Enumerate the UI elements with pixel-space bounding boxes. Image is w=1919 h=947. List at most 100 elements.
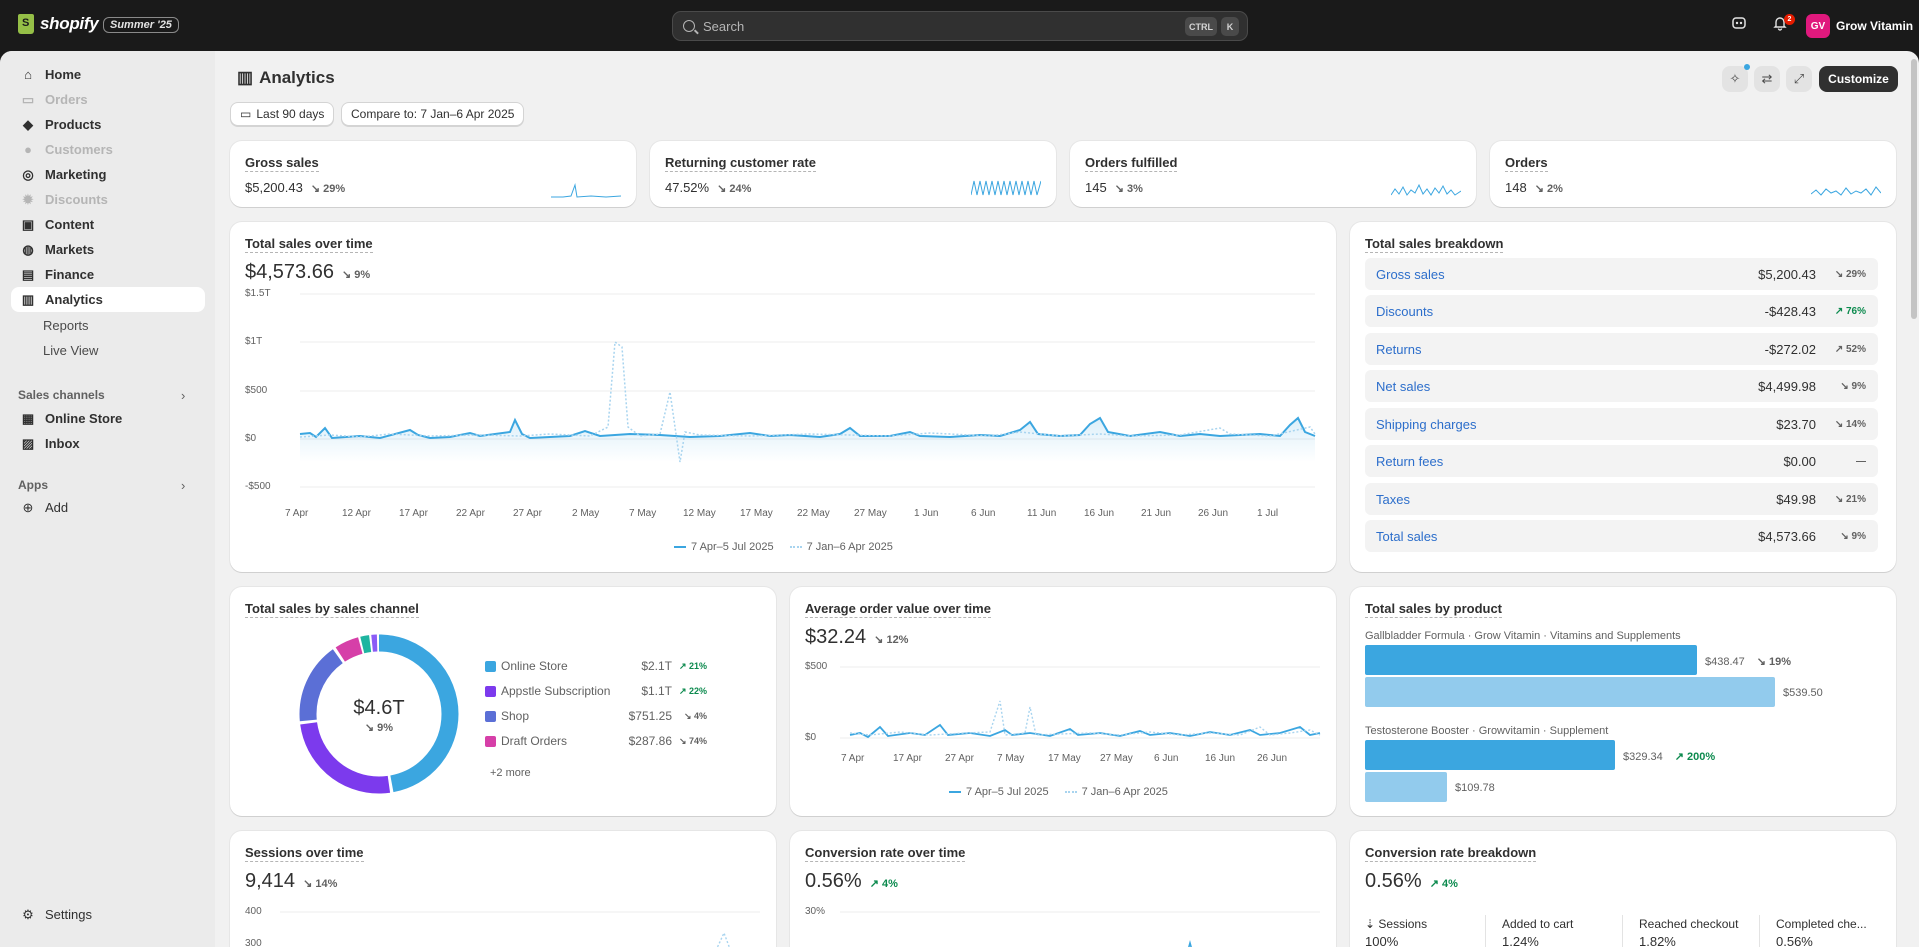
sidebar-item-inbox[interactable]: ▨ Inbox: [21, 435, 80, 452]
sidebar-item-marketing[interactable]: ◎ Marketing: [22, 166, 107, 183]
channel-row-draft-orders[interactable]: Draft Orders $287.86 ↘ 74%: [485, 734, 707, 748]
bar-current[interactable]: [1365, 740, 1615, 770]
customize-button[interactable]: Customize: [1819, 66, 1898, 92]
row-label: Return fees: [1376, 453, 1444, 469]
edition-badge[interactable]: Summer '25: [103, 17, 179, 33]
inbox-icon: ▨: [21, 435, 35, 451]
sidebar-item-finance[interactable]: ▤ Finance: [21, 266, 95, 283]
avatar[interactable]: GV: [1806, 14, 1830, 38]
search-input[interactable]: Search CTRL K: [672, 11, 1248, 41]
sidebar-item-markets[interactable]: ◍ Markets: [22, 241, 95, 258]
legend-current[interactable]: 7 Apr–5 Jul 2025: [674, 541, 774, 553]
legend-swatch: [949, 791, 961, 793]
breakdown-row-returns[interactable]: Returns -$272.02 ↗ 52%: [1365, 333, 1878, 365]
breakdown-card[interactable]: Total sales breakdown Gross sales $5,200.…: [1350, 222, 1896, 572]
sparkline: [551, 183, 621, 198]
funnel-step-value: 100%: [1365, 934, 1399, 947]
row-value: $49.98: [1776, 491, 1816, 507]
sales-by-product-card[interactable]: Total sales by product Gallbladder Formu…: [1350, 587, 1896, 816]
legend-current[interactable]: 7 Apr–5 Jul 2025: [949, 786, 1049, 798]
sales-channel-card[interactable]: Total sales by sales channel $4.6T ↘ 9% …: [230, 587, 776, 816]
row-value: $23.70: [1776, 416, 1816, 432]
breakdown-row-gross-sales[interactable]: Gross sales $5,200.43 ↘ 29%: [1365, 258, 1878, 290]
sessions-card[interactable]: Sessions over time 9,414 ↘ 14% 400 300: [230, 831, 776, 947]
sidekick-icon[interactable]: [1729, 15, 1749, 35]
sidebar-item-settings[interactable]: ⚙ Settings: [22, 906, 92, 923]
funnel-step-added-to-cart[interactable]: Added to cart 1.24%: [1502, 917, 1573, 947]
sidebar-item-discounts[interactable]: ✹ Discounts: [22, 191, 108, 208]
x-tick: 27 May: [1100, 753, 1133, 764]
x-tick: 6 Jun: [971, 508, 996, 519]
chevron-right-icon[interactable]: ›: [181, 478, 186, 493]
metric-card-orders-fulfilled[interactable]: Orders fulfilled 145 ↘ 3%: [1070, 141, 1476, 207]
sparkle-icon[interactable]: ✧: [1722, 66, 1748, 92]
x-tick: 7 Apr: [841, 753, 865, 764]
x-tick: 17 Apr: [399, 508, 428, 519]
legend-label: 7 Jan–6 Apr 2025: [1081, 786, 1168, 798]
sidebar-item-products[interactable]: ◆ Products: [23, 116, 102, 133]
metric-card-orders[interactable]: Orders 148 ↘ 2%: [1490, 141, 1896, 207]
bar-value-row: $329.34 ↗ 200%: [1623, 750, 1715, 763]
legend-previous[interactable]: 7 Jan–6 Apr 2025: [789, 541, 893, 553]
sidebar-item-reports[interactable]: Reports: [43, 318, 89, 333]
breakdown-row-return-fees[interactable]: Return fees $0.00 —: [1365, 445, 1878, 477]
chevron-right-icon[interactable]: ›: [181, 388, 186, 403]
shopify-logo[interactable]: shopify: [18, 14, 99, 34]
metric-value-row: 148 ↘ 2%: [1505, 180, 1563, 195]
fullscreen-icon[interactable]: ⤢: [1786, 66, 1812, 92]
card-title: Total sales over time: [245, 236, 373, 253]
sparkline: [1811, 186, 1881, 196]
breakdown-row-net-sales[interactable]: Net sales $4,499.98 ↘ 9%: [1365, 370, 1878, 402]
row-delta: ↘ 9%: [1840, 380, 1866, 392]
breakdown-row-shipping[interactable]: Shipping charges $23.70 ↘ 14%: [1365, 408, 1878, 440]
sidebar-item-home[interactable]: ⌂ Home: [11, 62, 205, 87]
row-label: Shop: [501, 709, 530, 723]
card-title: Conversion rate over time: [805, 845, 966, 862]
divider: [1485, 915, 1486, 947]
sidebar-item-online-store[interactable]: ▦ Online Store: [21, 410, 123, 427]
y-tick: $1T: [245, 336, 263, 347]
sidebar-item-customers[interactable]: ● Customers: [11, 137, 205, 162]
conversion-rate-card[interactable]: Conversion rate over time 0.56% ↗ 4% 30%: [790, 831, 1336, 947]
metric-card-gross-sales[interactable]: Gross sales $5,200.43 ↘ 29%: [230, 141, 636, 207]
funnel-step-sessions[interactable]: ⇣ Sessions 100%: [1365, 917, 1427, 947]
bar-previous[interactable]: [1365, 677, 1775, 707]
date-range-button[interactable]: ▭ Last 90 days: [230, 102, 335, 126]
metric-title: Returning customer rate: [665, 155, 816, 172]
sidebar-item-analytics[interactable]: ▥ Analytics: [11, 287, 205, 312]
compare-button[interactable]: Compare to: 7 Jan–6 Apr 2025: [341, 102, 525, 126]
channel-row-online-store[interactable]: Online Store $2.1T ↗ 21%: [485, 659, 707, 673]
sales-channels-label[interactable]: Sales channels: [18, 388, 105, 402]
row-label: Net sales: [1376, 378, 1431, 394]
channel-row-shop[interactable]: Shop $751.25 ↘ 4%: [485, 709, 707, 723]
breakdown-row-taxes[interactable]: Taxes $49.98 ↘ 21%: [1365, 483, 1878, 515]
shopify-bag-icon: [18, 14, 34, 34]
total-sales-card[interactable]: Total sales over time $4,573.66 ↘ 9% $1.5…: [230, 222, 1336, 572]
funnel-step-reached-checkout[interactable]: Reached checkout 1.82%: [1639, 917, 1738, 947]
store-name[interactable]: Grow Vitamin: [1836, 19, 1914, 33]
page-scrollbar[interactable]: [1911, 59, 1917, 319]
breakdown-row-total-sales[interactable]: Total sales $4,573.66 ↘ 9%: [1365, 520, 1878, 552]
apps-label[interactable]: Apps: [18, 478, 48, 492]
bar-current[interactable]: [1365, 645, 1697, 675]
row-delta: ↘ 9%: [1840, 530, 1866, 542]
refresh-icon[interactable]: ⇄: [1754, 66, 1780, 92]
bell-icon[interactable]: [1770, 15, 1790, 35]
aov-card[interactable]: Average order value over time $32.24 ↘ 12…: [790, 587, 1336, 816]
breakdown-row-discounts[interactable]: Discounts -$428.43 ↗ 76%: [1365, 295, 1878, 327]
funnel-step-completed-checkout[interactable]: Completed che... 0.56%: [1776, 917, 1867, 947]
metric-card-returning-rate[interactable]: Returning customer rate 47.52% ↘ 24%: [650, 141, 1056, 207]
bar-previous[interactable]: [1365, 772, 1447, 802]
sidebar-item-add[interactable]: ⊕ Add: [22, 499, 69, 516]
sidebar-item-content[interactable]: ▣ Content: [21, 216, 95, 233]
conversion-breakdown-card[interactable]: Conversion rate breakdown 0.56% ↗ 4% ⇣ Se…: [1350, 831, 1896, 947]
more-channels-link[interactable]: +2 more: [490, 767, 531, 779]
bar-value-row: $438.47 ↘ 19%: [1705, 655, 1791, 668]
row-label: Returns: [1376, 341, 1422, 357]
sidebar-item-orders[interactable]: ▭ Orders: [21, 91, 88, 108]
donut-slice-shop: [299, 634, 459, 794]
sessions-value: 9,414: [245, 870, 296, 892]
sidebar-item-live-view[interactable]: Live View: [43, 343, 99, 358]
channel-row-appstle[interactable]: Appstle Subscription $1.1T ↗ 22%: [485, 684, 707, 698]
legend-previous[interactable]: 7 Jan–6 Apr 2025: [1064, 786, 1168, 798]
